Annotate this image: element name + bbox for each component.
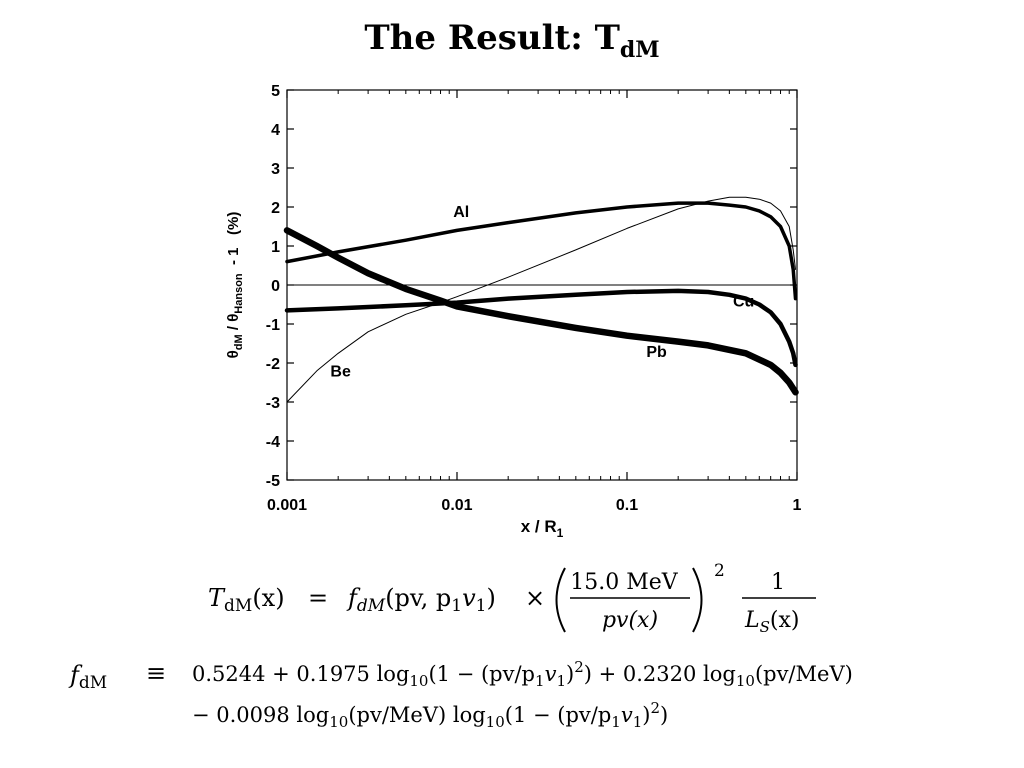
y-tick-label: -4	[266, 434, 280, 451]
svg-text:TdM(x): TdM(x)	[208, 584, 285, 616]
svg-text:×: ×	[525, 584, 545, 612]
y-tick-label: 5	[271, 83, 280, 100]
svg-text:fdM(pv, p1v1): fdM(pv, p1v1)	[346, 584, 496, 616]
series-group: Be Al Cu Pb	[283, 196, 799, 403]
svg-text:− 0.0098 log10(pv/MeV) log10(1: − 0.0098 log10(pv/MeV) log10(1 − (pv/p1v…	[192, 699, 668, 731]
paren-left	[555, 567, 566, 633]
series-line-al	[285, 201, 798, 301]
svg-text:1: 1	[771, 570, 785, 595]
y-tick-label: -5	[266, 473, 280, 490]
y-tick-label: -1	[266, 317, 280, 334]
y-tick-label: 0	[271, 278, 280, 295]
tick-group: 5 4 3 2 1 0 -1 -2 -3 -4 -5 0.001 0.01 0.1 1	[266, 83, 802, 514]
y-tick-label: 1	[271, 239, 280, 256]
series-label-pb: Pb	[646, 344, 667, 361]
x-tick-label: 0.001	[267, 497, 307, 514]
y-tick-label: -2	[266, 356, 280, 373]
x-tick-label: 0.01	[441, 497, 472, 514]
series-line-be	[286, 196, 796, 403]
title-subscript: dM	[619, 37, 660, 63]
equation-f-dm: fdM ≡ 0.5244 + 0.1975 log10(1 − (pv/p1v1…	[68, 658, 853, 731]
series-label-al: Al	[453, 204, 469, 221]
series-line-pb	[283, 227, 799, 396]
svg-text:fdM: fdM	[68, 661, 107, 693]
y-tick-label: 4	[271, 122, 280, 139]
y-tick-label: 3	[271, 161, 280, 178]
svg-text:0.5244 + 0.1975 log10(1 − (pv/: 0.5244 + 0.1975 log10(1 − (pv/p1v1)2) + …	[192, 658, 853, 690]
y-axis-label: θdM / θHanson - 1 (%)	[225, 212, 245, 359]
slide-title: The Result: TdM	[0, 18, 1024, 63]
svg-text:≡: ≡	[146, 659, 166, 687]
y-tick-label: -3	[266, 395, 280, 412]
svg-text:LS(x): LS(x)	[744, 608, 799, 636]
series-line-cu	[284, 288, 798, 368]
series-label-cu: Cu	[733, 293, 754, 310]
x-tick-label: 0.1	[616, 497, 638, 514]
x-tick-label: 1	[793, 497, 802, 514]
title-main: The Result: T	[364, 18, 620, 58]
svg-text:pv(x): pv(x)	[602, 608, 658, 633]
svg-text:=: =	[308, 584, 328, 612]
equation-t-dm: TdM(x) = fdM(pv, p1v1) × 15.0 MeV pv(x) …	[208, 561, 816, 636]
y-tick-label: 2	[271, 200, 280, 217]
paren-right	[692, 567, 703, 633]
x-axis-label: x / R1	[521, 517, 564, 540]
series-label-be: Be	[330, 364, 351, 381]
svg-text:15.0 MeV: 15.0 MeV	[570, 570, 679, 595]
svg-text:2: 2	[714, 561, 725, 581]
